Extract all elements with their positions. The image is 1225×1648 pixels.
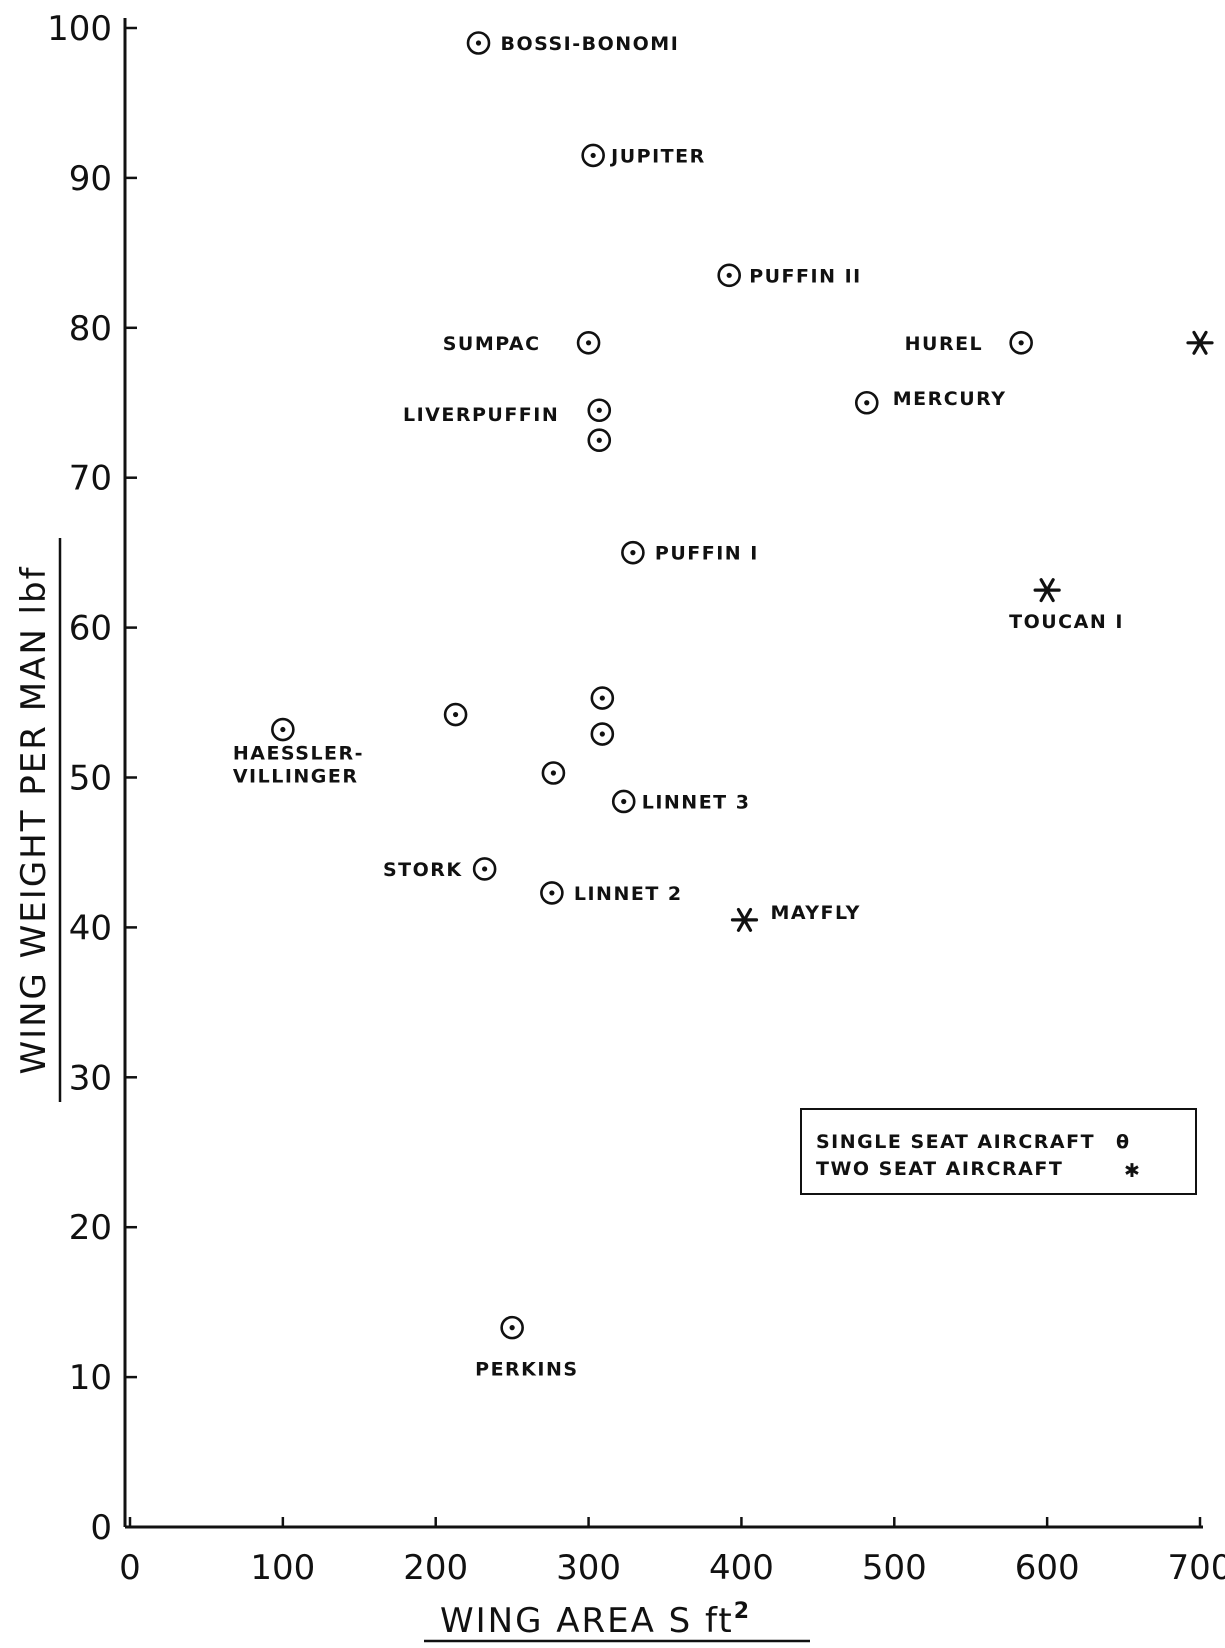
point-single-linnet-3-label: LINNET 3 xyxy=(642,791,751,813)
x-tick-label-600: 600 xyxy=(1015,1548,1080,1588)
legend-symbol-two-seat: ✱ xyxy=(1124,1160,1141,1182)
point-single-puffin-ii-circle-marker xyxy=(717,263,742,288)
y-tick-label-40: 40 xyxy=(69,908,112,948)
point-single-perkins-label: PERKINS xyxy=(475,1359,578,1381)
point-single-linnet-2-circle-marker xyxy=(540,881,564,905)
x-tick-label-500: 500 xyxy=(862,1548,927,1588)
x-tick-label-300: 300 xyxy=(556,1548,621,1588)
x-axis-title-superscript: 2 xyxy=(734,1599,751,1624)
point-single-sumpac-label: SUMPAC xyxy=(443,333,541,355)
legend-entry-single-seat: SINGLE SEAT AIRCRAFT xyxy=(816,1131,1095,1153)
x-tick-label-200: 200 xyxy=(403,1548,468,1588)
y-tick-label-100: 100 xyxy=(47,9,112,49)
y-tick-label-20: 20 xyxy=(69,1208,112,1248)
y-tick-label-50: 50 xyxy=(69,759,112,799)
x-tick-label-400: 400 xyxy=(709,1548,774,1588)
point-single-mercury-label: MERCURY xyxy=(893,388,1007,410)
point-single-linnet-2-label: LINNET 2 xyxy=(574,883,683,905)
point-single-mercury-circle-marker xyxy=(854,390,879,415)
point-single-perkins-circle-marker xyxy=(500,1315,524,1340)
point-single-stork-label: STORK xyxy=(383,859,463,881)
point-single-liverpuffin-label: LIVERPUFFIN xyxy=(403,404,559,426)
y-axis-title: WING WEIGHT PER MAN lbf xyxy=(14,565,54,1074)
y-tick-label-70: 70 xyxy=(69,459,112,499)
y-tick-label-80: 80 xyxy=(69,309,112,349)
y-tick-label-30: 30 xyxy=(69,1058,112,1098)
point-two-0-asterisk-marker xyxy=(1186,330,1214,355)
y-tick-label-90: 90 xyxy=(69,159,112,199)
point-single-puffin-i-label: PUFFIN I xyxy=(655,543,759,565)
point-single-10-circle-marker xyxy=(443,702,468,727)
legend-entry-two-seat: TWO SEAT AIRCRAFT xyxy=(816,1158,1063,1180)
y-tick-label-0: 0 xyxy=(90,1508,112,1548)
point-single-bossi-bonomi-circle-marker xyxy=(466,31,491,55)
y-tick-label-60: 60 xyxy=(69,609,112,649)
legend-symbol-single-seat: θ xyxy=(1116,1131,1131,1153)
x-tick-label-0: 0 xyxy=(119,1548,141,1588)
point-two-mayfly-label: MAYFLY xyxy=(770,902,860,924)
x-axis-title-text: WING AREA S ft xyxy=(440,1601,734,1641)
point-single-hurel-circle-marker xyxy=(1009,330,1033,355)
point-two-mayfly-asterisk-marker xyxy=(730,907,759,932)
point-single-sumpac-circle-marker xyxy=(576,330,601,355)
x-axis-title: WING AREA S ft2 xyxy=(440,1599,751,1641)
point-single-linnet-3-circle-marker xyxy=(611,789,636,814)
legend-box xyxy=(800,1108,1197,1195)
x-tick-label-100: 100 xyxy=(250,1548,315,1588)
labels-layer: BOSSI-BONOMI JUPITER PUFFIN II SUMPAC HUREL L… xyxy=(233,33,1124,1381)
point-single-jupiter-label: JUPITER xyxy=(609,145,706,167)
point-single-13-circle-marker xyxy=(541,761,566,785)
point-single-hurel-label: HUREL xyxy=(905,333,984,355)
point-single-puffin-i-circle-marker xyxy=(621,540,645,565)
point-single-haessler-villinger-circle-marker xyxy=(271,717,295,742)
legend: SINGLE SEAT AIRCRAFT θ TWO SEAT AIRCRAFT… xyxy=(800,1108,1197,1195)
point-single-liverpuffin-circle-marker xyxy=(587,398,612,423)
point-single-haessler-villinger-label: HAESSLER-VILLINGER xyxy=(233,743,364,788)
y-tick-label-10: 10 xyxy=(69,1358,112,1398)
point-two-toucan-i-asterisk-marker xyxy=(1033,578,1061,603)
marks-layer xyxy=(271,31,1214,1340)
x-tick-label-700: 700 xyxy=(1168,1548,1225,1588)
ticks-layer: 0 100 200 300 400 500 600 700 0 10 20 30 40 50 60 70 80 9… xyxy=(47,9,1225,1588)
point-single-bossi-bonomi-label: BOSSI-BONOMI xyxy=(501,33,680,55)
point-single-stork-circle-marker xyxy=(472,857,497,881)
point-single-jupiter-circle-marker xyxy=(581,143,605,168)
point-two-toucan-i-label: TOUCAN I xyxy=(1009,611,1124,633)
point-single-6-circle-marker xyxy=(587,428,612,453)
point-single-12-circle-marker xyxy=(590,722,615,746)
point-single-puffin-ii-label: PUFFIN II xyxy=(749,265,862,287)
point-single-9-circle-marker xyxy=(590,686,615,710)
